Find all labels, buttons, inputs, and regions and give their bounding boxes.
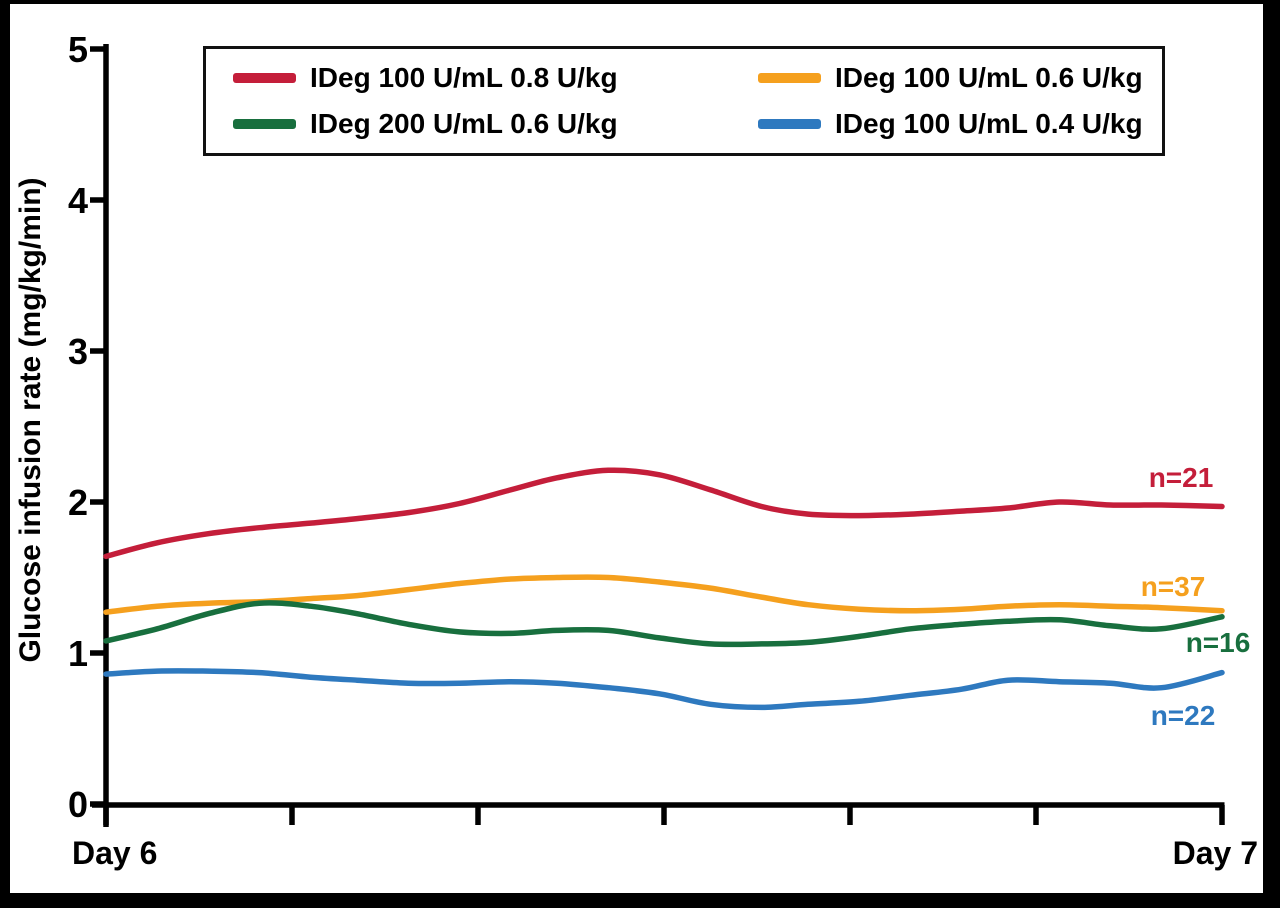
legend-swatch-icon [758, 73, 821, 83]
n-count-label-0: n=21 [1148, 462, 1214, 493]
legend-swatch-icon [758, 119, 821, 129]
legend-label: IDeg 200 U/mL 0.6 U/kg [310, 108, 618, 139]
legend-item-1: IDeg 100 U/mL 0.6 U/kg [758, 55, 1162, 101]
n-count-label-2: n=16 [1185, 627, 1251, 658]
legend-item-3: IDeg 100 U/mL 0.4 U/kg [758, 101, 1162, 147]
legend-box: IDeg 100 U/mL 0.8 U/kg IDeg 100 U/mL 0.6 … [203, 46, 1165, 156]
n-count-label-3: n=22 [1150, 700, 1216, 731]
legend-swatch-icon [233, 73, 296, 83]
x-axis-label-day7: Day 7 [1172, 835, 1258, 871]
legend-item-2: IDeg 200 U/mL 0.6 U/kg [233, 101, 758, 147]
x-axis-label-day6: Day 6 [72, 835, 158, 871]
n-count-label-1: n=37 [1140, 571, 1206, 602]
legend-label: IDeg 100 U/mL 0.6 U/kg [835, 62, 1143, 93]
legend-label: IDeg 100 U/mL 0.4 U/kg [835, 108, 1143, 139]
y-axis-title: Glucose infusion rate (mg/kg/min) [14, 177, 47, 663]
legend-label: IDeg 100 U/mL 0.8 U/kg [310, 62, 618, 93]
legend-swatch-icon [233, 119, 296, 129]
legend-item-0: IDeg 100 U/mL 0.8 U/kg [233, 55, 758, 101]
